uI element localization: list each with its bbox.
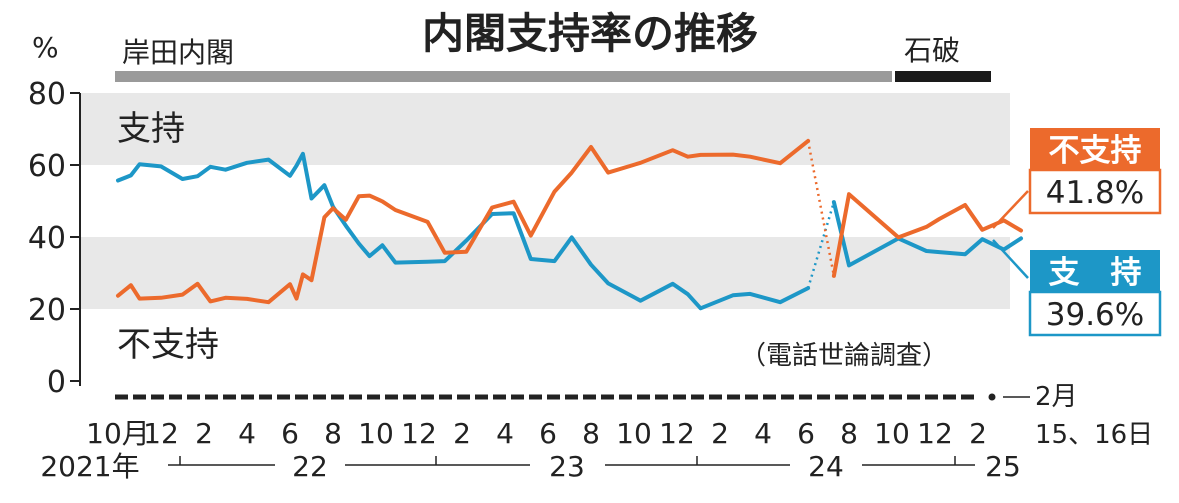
x-tick-label: 12 <box>659 417 695 450</box>
y-axis: 0 20 40 60 80 <box>28 77 81 400</box>
x-tick-label: 2 <box>711 417 729 450</box>
year-label: 22 <box>292 450 328 483</box>
x-tick-label: 10月 <box>86 417 150 450</box>
x-tick-label: 12 <box>401 417 437 450</box>
callout-approve-leader <box>992 239 1029 279</box>
line-approve-ishiba <box>831 200 1023 268</box>
callout-approve: 支 持 39.6% <box>992 239 1162 337</box>
end-label-dates: 15、16日 <box>1035 420 1153 450</box>
series-label-disapprove: 不支持 <box>117 325 219 365</box>
x-tick-label: 10 <box>616 417 652 450</box>
callout-approve-value: 39.6% <box>1046 297 1144 333</box>
x-tick-label: 6 <box>281 417 299 450</box>
survey-note: （電話世論調査） <box>740 341 948 371</box>
callout-disapprove-box <box>1028 168 1162 215</box>
year-label: 24 <box>808 450 844 483</box>
x-tick-label: 10 <box>358 417 394 450</box>
callout-approve-header <box>1030 250 1160 292</box>
x-tick-label: 4 <box>754 417 772 450</box>
callout-approve-label: 支 持 <box>1049 255 1142 291</box>
y-tick-label: 60 <box>28 149 66 184</box>
callout-disapprove-header <box>1030 128 1160 170</box>
line-approve-kishida <box>116 151 811 311</box>
x-tick-label: 8 <box>582 417 600 450</box>
x-tick-label: 2 <box>453 417 471 450</box>
cabinet-bar-kishida <box>115 71 892 82</box>
x-tick-label: 2 <box>969 417 987 450</box>
chart-title: 内閣支持率の推移 <box>422 9 758 58</box>
callout-disapprove-leader <box>992 190 1029 229</box>
grid-band <box>80 93 1010 165</box>
end-label-month: 2月 <box>1035 382 1078 412</box>
x-tick-label: 12 <box>917 417 953 450</box>
y-tick-label: 0 <box>47 365 66 400</box>
line-disapprove-gap <box>806 140 836 277</box>
x-tick-label: 10 <box>874 417 910 450</box>
y-tick-label: 80 <box>28 77 66 112</box>
cabinet-label-ishiba: 石破 <box>904 34 960 67</box>
series-label-approve: 支持 <box>117 109 185 149</box>
callout-disapprove: 不支持 41.8% <box>992 128 1162 229</box>
year-labels: 2021年 22 23 24 25 <box>40 450 1020 483</box>
unit-label: % <box>32 31 59 64</box>
callout-approve-box <box>1028 290 1162 337</box>
x-tick-label: 2 <box>195 417 213 450</box>
x-axis-end-dot <box>988 393 996 401</box>
year-label: 2021年 <box>40 450 139 483</box>
year-label: 23 <box>549 450 585 483</box>
cabinet-bar-ishiba <box>895 71 991 82</box>
year-label: 25 <box>985 450 1021 483</box>
cabinet-label-kishida: 岸田内閣 <box>122 36 234 69</box>
x-tick-label: 8 <box>324 417 342 450</box>
x-tick-label: 6 <box>797 417 815 450</box>
callout-disapprove-label: 不支持 <box>1049 133 1142 169</box>
y-tick-label: 40 <box>28 221 66 256</box>
x-tick-label: 6 <box>539 417 557 450</box>
x-tick-label: 4 <box>496 417 514 450</box>
line-disapprove-kishida <box>116 138 811 305</box>
y-tick-label: 20 <box>28 293 66 328</box>
x-tick-label: 4 <box>238 417 256 450</box>
x-tick-label: 8 <box>840 417 858 450</box>
x-tick-label: 12 <box>143 417 179 450</box>
callout-disapprove-value: 41.8% <box>1046 175 1144 211</box>
grid-bands <box>80 93 1010 309</box>
